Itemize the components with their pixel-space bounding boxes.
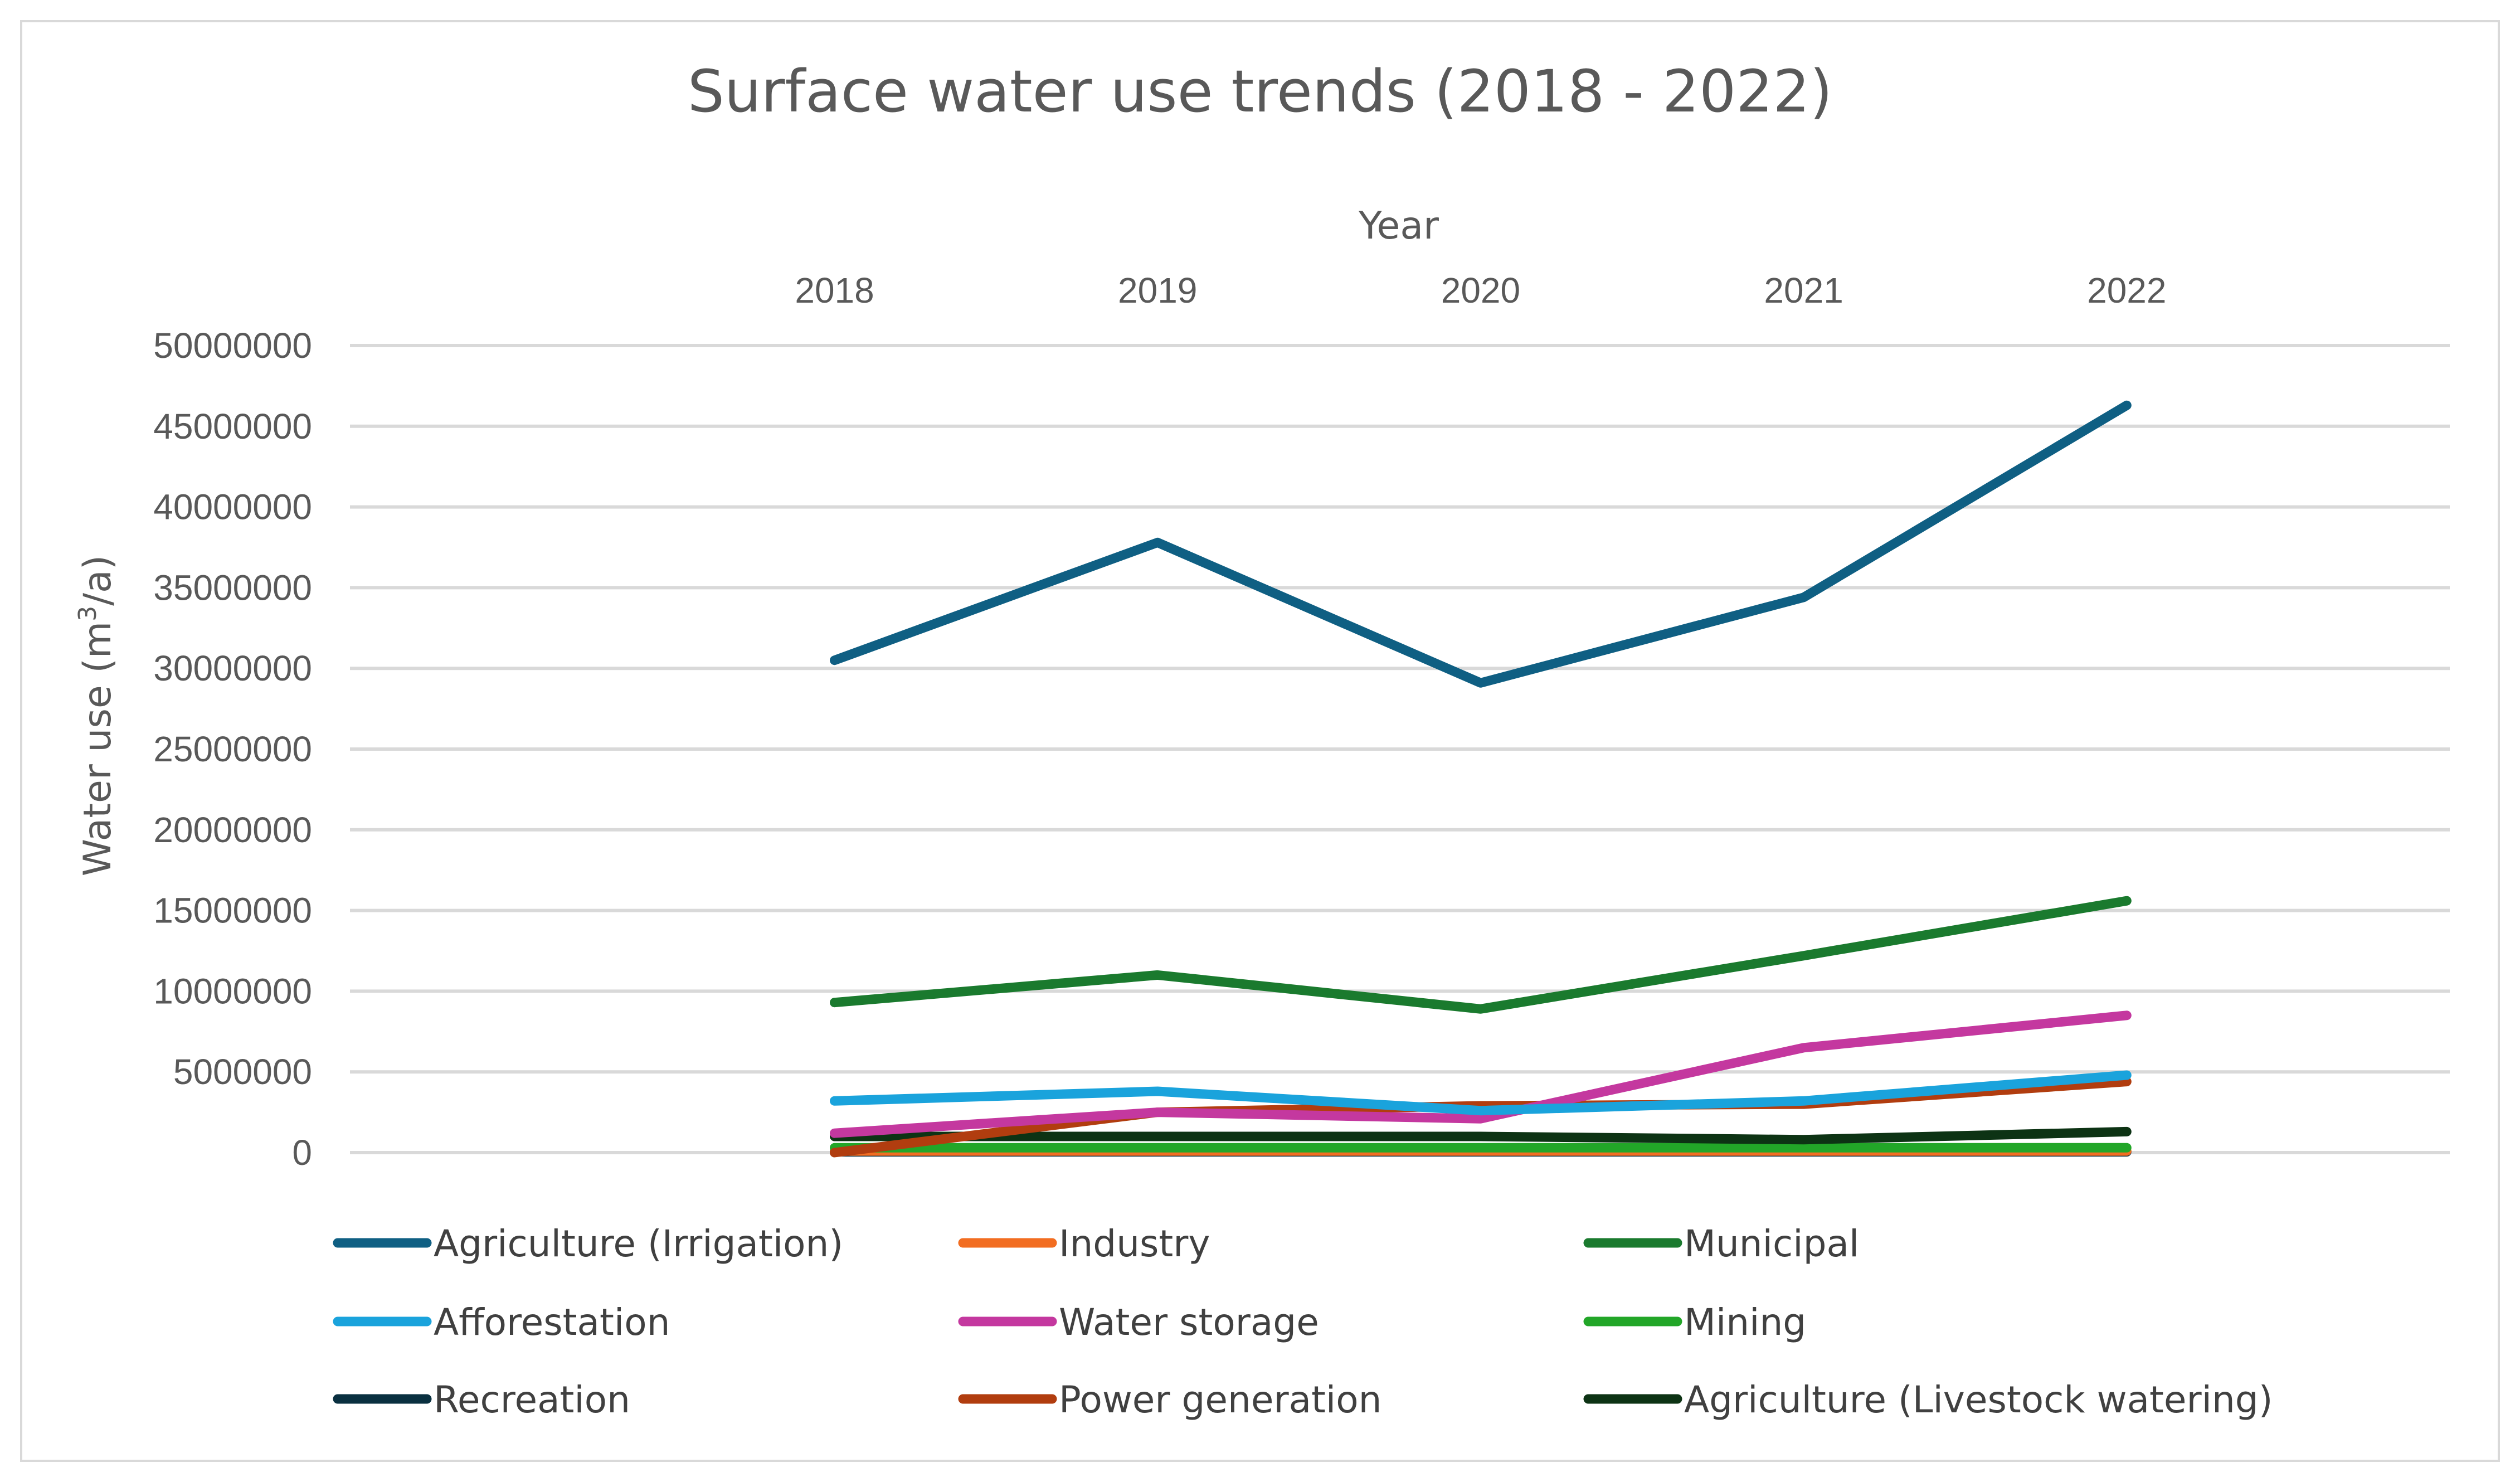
legend-label: Industry: [1059, 1222, 1210, 1265]
gridlines: [350, 344, 2450, 1154]
legend-label: Power generation: [1059, 1378, 1381, 1421]
y-axis-ticks: 5000000045000000400000003500000030000000…: [153, 325, 312, 1173]
legend-label: Agriculture (Irrigation): [434, 1222, 843, 1265]
legend-label: Mining: [1684, 1301, 1806, 1344]
x-axis-ticks: 2018 2019 2020 2021 2022: [795, 270, 2166, 310]
y-axis-title-sup: 3: [74, 606, 102, 621]
legend-label: Agriculture (Livestock watering): [1684, 1378, 2273, 1421]
series-line-2: [830, 896, 2132, 1014]
legend: Agriculture (Irrigation) Industry Municipa…: [333, 1222, 2273, 1421]
y-tick-label: 10000000: [153, 971, 312, 1011]
y-tick-label: 5000000: [173, 1052, 312, 1092]
y-tick-label: 35000000: [153, 567, 312, 608]
series-line-4: [830, 1010, 2132, 1138]
legend-label: Afforestation: [434, 1301, 670, 1344]
x-axis-title: Year: [1358, 204, 1439, 248]
y-tick-label: 50000000: [153, 325, 312, 366]
legend-label: Recreation: [434, 1378, 630, 1421]
y-axis-title-tail: /a): [76, 555, 120, 606]
series-line-3: [830, 1070, 2132, 1116]
chart-frame: [20, 20, 2500, 1462]
y-axis-title-main: Water use (m: [76, 621, 120, 876]
y-tick-label: 15000000: [153, 891, 312, 931]
series-line-0: [830, 400, 2132, 688]
series-lines: [830, 400, 2132, 1158]
legend-label: Municipal: [1684, 1222, 1859, 1265]
y-tick-label: 30000000: [153, 648, 312, 688]
y-tick-label: 40000000: [153, 487, 312, 527]
series-line-8: [830, 1126, 2132, 1145]
y-tick-label: 0: [292, 1133, 312, 1173]
legend-label: Water storage: [1059, 1301, 1319, 1344]
x-tick-label: 2022: [2087, 270, 2166, 310]
x-tick-label: 2019: [1118, 270, 1197, 310]
chart-title: Surface water use trends (2018 - 2022): [688, 57, 1832, 125]
y-tick-label: 20000000: [153, 810, 312, 850]
x-tick-label: 2021: [1764, 270, 1843, 310]
y-axis-title: Water use (m3/a): [74, 555, 120, 876]
y-tick-label: 25000000: [153, 729, 312, 769]
x-tick-label: 2018: [795, 270, 874, 310]
y-tick-label: 45000000: [153, 406, 312, 446]
x-tick-label: 2020: [1441, 270, 1520, 310]
